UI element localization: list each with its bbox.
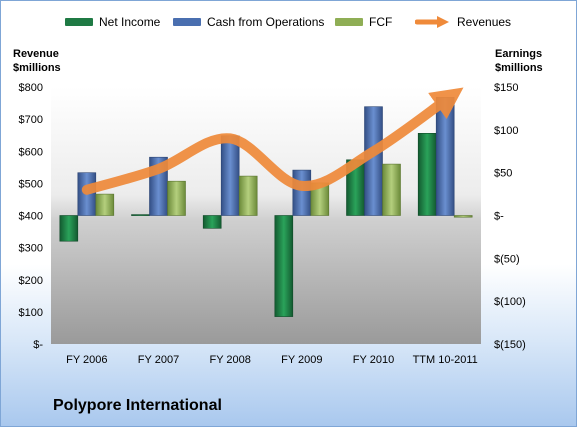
- right-tick-label: $100: [494, 125, 518, 137]
- bar-cash-from-operations-ttm-10-2011: [435, 97, 455, 216]
- left-tick-label: $200: [19, 275, 43, 287]
- bars-layer: [59, 97, 473, 317]
- bar-net-income-fy-2008: [202, 215, 222, 229]
- left-tick-label: $-: [33, 339, 43, 351]
- category-label-fy-2009: FY 2009: [281, 354, 322, 366]
- category-label-ttm-10-2011: TTM 10-2011: [413, 354, 478, 366]
- left-axis-title-line2: $millions: [13, 62, 61, 74]
- left-axis-title-line1: Revenue: [13, 48, 59, 60]
- category-label-fy-2007: FY 2007: [138, 354, 179, 366]
- left-axis-ticks: $- $100 $200 $300 $400 $500 $600 $700 $800: [19, 82, 44, 351]
- legend-item-revenues: Revenues: [415, 15, 511, 29]
- left-tick-label: $800: [19, 82, 43, 94]
- chart-legend: Net Income Cash from Operations FCF Reve…: [65, 15, 545, 33]
- right-axis-title-line1: Earnings: [495, 48, 543, 60]
- left-tick-label: $500: [19, 178, 43, 190]
- left-tick-label: $700: [19, 114, 43, 126]
- bar-net-income-fy-2009: [274, 215, 294, 317]
- right-tick-label: $150: [494, 82, 518, 94]
- right-axis-ticks: $(150) $(100) $(50) $- $50 $100 $150: [494, 82, 526, 351]
- company-title: Polypore International: [53, 397, 222, 414]
- bar-net-income-fy-2006: [59, 215, 79, 242]
- category-label-fy-2008: FY 2008: [210, 354, 251, 366]
- left-axis-title: Revenue $millions: [13, 47, 61, 75]
- left-tick-label: $300: [19, 243, 43, 255]
- bar-fcf-fy-2010: [382, 163, 401, 216]
- legend-item-fcf: FCF: [335, 15, 392, 29]
- legend-label-net-income: Net Income: [99, 15, 161, 29]
- right-axis-title: Earnings $millions: [495, 47, 543, 75]
- legend-swatch-net-income: [65, 18, 93, 26]
- right-tick-label: $(150): [494, 339, 526, 351]
- bar-net-income-fy-2007: [131, 214, 150, 216]
- revenue-line-layer: [81, 87, 464, 195]
- right-tick-label: $(50): [494, 253, 520, 265]
- bar-fcf-fy-2008: [238, 175, 258, 216]
- category-label-fy-2006: FY 2006: [66, 354, 107, 366]
- legend-label-revenues: Revenues: [457, 15, 512, 29]
- bar-cash-from-operations-fy-2009: [292, 169, 312, 216]
- category-label-fy-2010: FY 2010: [353, 354, 394, 366]
- left-tick-label: $400: [19, 211, 43, 223]
- legend-label-cash-from-operations: Cash from Operations: [207, 15, 325, 29]
- legend-item-net-income: Net Income: [65, 15, 160, 29]
- bar-fcf-fy-2007: [167, 180, 186, 216]
- legend-swatch-fcf: [335, 18, 363, 26]
- left-tick-label: $600: [19, 146, 43, 158]
- revenue-line: [81, 87, 464, 195]
- category-labels: FY 2006 FY 2007 FY 2008 FY 2009 FY 2010 TTM 1…: [66, 354, 478, 366]
- left-tick-label: $100: [19, 307, 43, 319]
- right-tick-label: $(100): [494, 296, 526, 308]
- right-tick-label: $-: [494, 211, 504, 223]
- legend-arrow-revenues: [415, 16, 449, 28]
- legend-item-cash-from-operations: Cash from Operations: [173, 15, 324, 29]
- bar-fcf-fy-2006: [95, 193, 115, 216]
- legend-label-fcf: FCF: [369, 15, 393, 29]
- right-axis-title-line2: $millions: [495, 62, 543, 74]
- bar-net-income-ttm-10-2011: [417, 133, 437, 216]
- right-tick-label: $50: [494, 168, 512, 180]
- bar-fcf-ttm-10-2011: [453, 215, 473, 218]
- bar-cash-from-operations-fy-2008: [220, 135, 240, 216]
- legend-swatch-cash-from-operations: [173, 18, 201, 26]
